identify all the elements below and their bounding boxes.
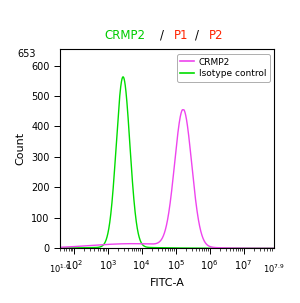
Legend: CRMP2, Isotype control: CRMP2, Isotype control: [177, 54, 270, 82]
Text: $10^{7.9}$: $10^{7.9}$: [263, 262, 285, 275]
Text: P1: P1: [174, 28, 188, 42]
Y-axis label: Count: Count: [16, 132, 26, 165]
Text: CRMP2: CRMP2: [104, 28, 145, 42]
Text: /: /: [160, 28, 167, 42]
Text: P2: P2: [209, 28, 224, 42]
Text: /: /: [195, 28, 203, 42]
Text: $10^{1.6}$: $10^{1.6}$: [50, 262, 71, 275]
Text: 653: 653: [17, 49, 36, 59]
X-axis label: FITC-A: FITC-A: [150, 278, 184, 288]
